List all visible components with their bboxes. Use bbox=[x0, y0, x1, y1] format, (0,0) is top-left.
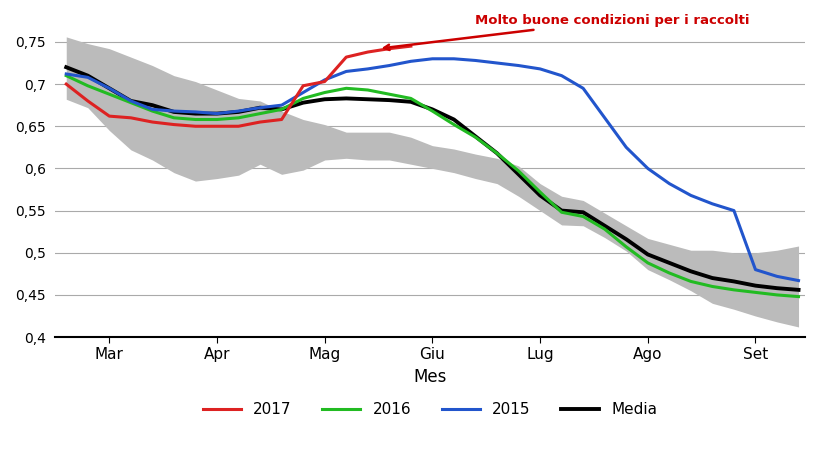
Text: Molto buone condizioni per i raccolti: Molto buone condizioni per i raccolti bbox=[383, 14, 749, 50]
X-axis label: Mes: Mes bbox=[413, 368, 446, 386]
Legend: 2017, 2016, 2015, Media: 2017, 2016, 2015, Media bbox=[197, 396, 663, 423]
